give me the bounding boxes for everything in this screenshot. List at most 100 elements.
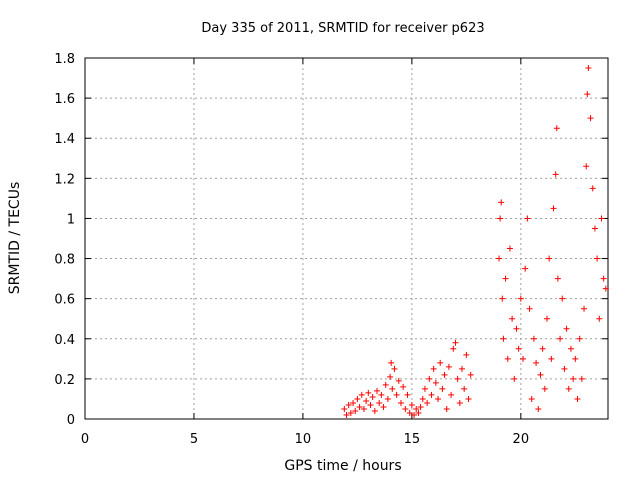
data-point — [535, 405, 542, 412]
data-point — [393, 391, 400, 398]
data-point — [371, 407, 378, 414]
data-point — [504, 355, 511, 362]
data-point — [458, 365, 465, 372]
y-tick-label: 0 — [67, 413, 75, 428]
data-point — [589, 185, 596, 192]
data-point — [528, 395, 535, 402]
data-point — [497, 215, 504, 222]
data-point — [388, 359, 395, 366]
data-point — [352, 407, 359, 414]
x-tick-label: 0 — [81, 432, 89, 447]
data-point — [360, 405, 367, 412]
data-point — [358, 391, 365, 398]
y-tick-label: 1.2 — [54, 172, 75, 187]
plot-frame — [84, 57, 609, 420]
data-point — [600, 275, 607, 282]
data-point — [546, 255, 553, 262]
data-point — [574, 395, 581, 402]
data-point — [515, 345, 522, 352]
data-point — [384, 395, 391, 402]
x-tick-label: 15 — [404, 432, 421, 447]
data-point — [499, 295, 506, 302]
data-point — [367, 401, 374, 408]
data-point — [404, 391, 411, 398]
data-point — [430, 365, 437, 372]
y-axis-label: SRMTID / TECUs — [7, 182, 23, 295]
data-point — [553, 125, 560, 132]
data-point — [587, 115, 594, 122]
data-point — [541, 385, 548, 392]
data-point — [439, 385, 446, 392]
data-point — [526, 305, 533, 312]
data-point — [584, 91, 591, 98]
data-point — [509, 315, 516, 322]
data-point — [559, 295, 566, 302]
data-point — [513, 325, 520, 332]
data-point — [581, 305, 588, 312]
data-point — [350, 399, 357, 406]
data-point — [419, 395, 426, 402]
data-point — [563, 325, 570, 332]
data-point — [463, 351, 470, 358]
grid-lines — [85, 58, 608, 419]
y-tick-label: 1.6 — [54, 92, 75, 107]
data-point — [467, 371, 474, 378]
data-point — [395, 377, 402, 384]
data-point — [378, 391, 385, 398]
chart-title: Day 335 of 2011, SRMTID for receiver p62… — [201, 21, 484, 36]
data-point — [520, 355, 527, 362]
data-point — [511, 375, 518, 382]
data-point — [557, 335, 564, 342]
data-point — [369, 393, 376, 400]
data-point — [561, 365, 568, 372]
data-point — [417, 403, 424, 410]
data-point — [539, 345, 546, 352]
y-tick-label: 0.4 — [54, 333, 75, 348]
data-point — [402, 405, 409, 412]
data-point — [413, 405, 420, 412]
data-point — [596, 315, 603, 322]
axis-ticks: 0 5 10 15 20 0 0.2 0.4 0.6 0.8 1 1.2 1.4 1.6 1.8 — [54, 52, 608, 447]
data-point — [428, 391, 435, 398]
y-tick-label: 1 — [67, 212, 75, 227]
y-tick-label: 0.8 — [54, 253, 75, 268]
data-point — [530, 335, 537, 342]
data-point — [441, 371, 448, 378]
y-tick-label: 0.2 — [54, 373, 75, 388]
data-point — [437, 359, 444, 366]
data-point — [365, 389, 372, 396]
data-point — [578, 375, 585, 382]
data-point — [522, 265, 529, 272]
data-point — [391, 365, 398, 372]
data-point — [585, 65, 592, 72]
data-point — [374, 387, 381, 394]
data-point — [363, 397, 370, 404]
data-point — [565, 385, 572, 392]
data-point — [411, 411, 418, 418]
data-point — [345, 401, 352, 408]
data-point — [498, 199, 505, 206]
data-point — [448, 391, 455, 398]
data-point — [397, 399, 404, 406]
data-point — [594, 255, 601, 262]
data-point — [443, 405, 450, 412]
x-tick-label: 10 — [295, 432, 312, 447]
data-point — [598, 215, 605, 222]
data-point — [380, 403, 387, 410]
data-point — [343, 411, 350, 418]
data-point — [389, 385, 396, 392]
data-point — [567, 345, 574, 352]
data-point — [456, 399, 463, 406]
data-point — [570, 375, 577, 382]
data-point — [445, 363, 452, 370]
data-point — [400, 383, 407, 390]
data-point — [602, 285, 609, 292]
x-tick-label: 20 — [513, 432, 530, 447]
x-tick-label: 5 — [190, 432, 198, 447]
data-point — [548, 355, 555, 362]
data-point — [382, 381, 389, 388]
data-point — [454, 375, 461, 382]
data-point — [502, 275, 509, 282]
data-point — [376, 399, 383, 406]
